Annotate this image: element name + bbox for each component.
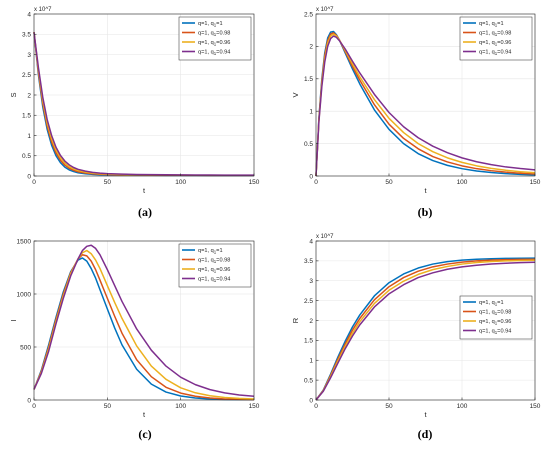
panel-caption: (d) xyxy=(418,427,433,441)
legend-entry-label: q=1, q1=1 xyxy=(198,21,223,28)
legend-box xyxy=(459,16,533,61)
y-axis-label: S xyxy=(9,92,18,97)
y-tick-label: 3 xyxy=(309,278,313,285)
panel-caption: (c) xyxy=(138,427,151,441)
legend-entry-label: q=1, q1=0.94 xyxy=(198,50,230,57)
y-tick-label: 2 xyxy=(27,92,31,99)
axes-frame xyxy=(33,240,255,401)
x-tick-label: 0 xyxy=(32,179,36,186)
y-tick-label: 0.5 xyxy=(304,141,313,148)
y-tick-label: 0 xyxy=(309,397,313,404)
y-axis-label: I xyxy=(9,319,18,321)
x-tick-label: 100 xyxy=(457,179,468,186)
legend-entry-label: q=1, q1=0.96 xyxy=(198,40,230,47)
x-tick-label: 50 xyxy=(385,403,393,410)
x-tick-label: 100 xyxy=(175,179,186,186)
legend: q=1, q1=1 q=1, q1=0.98 q=1, q1=0.96 q=1, q1… xyxy=(178,243,252,288)
x-tick-label: 0 xyxy=(314,179,318,186)
legend-entry-label: q=1, q1=1 xyxy=(198,248,223,255)
legend: q=1, q1=1 q=1, q1=0.98 q=1, q1=0.96 q=1, q1… xyxy=(459,295,533,340)
x-tick-label: 150 xyxy=(530,403,541,410)
legend-entry-label: q=1, q1=0.94 xyxy=(479,329,511,336)
series-line xyxy=(315,35,536,177)
y-tick-label: 500 xyxy=(20,344,31,351)
legend-entry-label: q=1, q1=0.98 xyxy=(479,31,511,38)
x-tick-label: 100 xyxy=(457,403,468,410)
legend: q=1, q1=1 q=1, q1=0.98 q=1, q1=0.96 q=1, q1… xyxy=(178,16,252,61)
series-line xyxy=(33,244,255,398)
legend: q=1, q1=1 q=1, q1=0.98 q=1, q1=0.96 q=1, q1… xyxy=(459,16,533,61)
x-tick-label: 150 xyxy=(249,179,260,186)
legend-entry-label: q=1, q1=1 xyxy=(479,300,504,307)
y-tick-label: 0 xyxy=(27,397,31,404)
y-tick-label: 1 xyxy=(309,358,313,365)
y-axis-label: R xyxy=(291,317,300,323)
legend-entry-label: q=1, q1=0.94 xyxy=(479,50,511,57)
legend-entry-label: q=1, q1=1 xyxy=(479,21,504,28)
x-tick-label: 150 xyxy=(530,179,541,186)
legend-box xyxy=(178,243,252,288)
y-exponent-label: x 10^7 xyxy=(316,234,334,240)
x-axis-label: t xyxy=(424,410,427,419)
y-tick-label: 1000 xyxy=(17,291,32,298)
y-exponent-label: x 10^7 xyxy=(316,7,334,13)
x-tick-label: 150 xyxy=(249,403,260,410)
series-line xyxy=(315,261,536,401)
y-tick-label: 2.5 xyxy=(304,11,313,18)
y-tick-label: 3.5 xyxy=(304,258,313,265)
legend-entry-label: q=1, q1=0.96 xyxy=(198,267,230,274)
chart-panel-a: 0 50 100 150 0 0.5 1 1.5 2 2.5 3 3.5 4x 10^7 t Sq=1, q… xyxy=(9,7,260,219)
axes-frame xyxy=(315,13,536,177)
legend-entry-label: q=1, q1=0.98 xyxy=(198,31,230,38)
y-tick-label: 0.5 xyxy=(22,153,31,160)
y-tick-label: 3.5 xyxy=(22,32,31,39)
y-tick-label: 1.5 xyxy=(304,338,313,345)
series-line xyxy=(315,258,536,401)
legend-box xyxy=(178,16,252,61)
y-tick-label: 1.5 xyxy=(304,76,313,83)
y-tick-label: 1 xyxy=(309,109,313,116)
y-tick-label: 2.5 xyxy=(304,298,313,305)
series-line xyxy=(315,257,536,401)
x-axis-label: t xyxy=(424,186,427,195)
series-line xyxy=(33,32,255,176)
legend-entry-label: q=1, q1=0.98 xyxy=(479,310,511,317)
y-tick-label: 1500 xyxy=(17,238,32,245)
y-tick-label: 3 xyxy=(27,52,31,59)
series-line xyxy=(315,259,536,401)
x-axis-label: t xyxy=(143,186,146,195)
y-tick-label: 2.5 xyxy=(22,72,31,79)
x-axis-label: t xyxy=(143,410,146,419)
x-tick-label: 0 xyxy=(32,403,36,410)
x-tick-label: 50 xyxy=(104,179,112,186)
x-tick-label: 50 xyxy=(385,179,393,186)
legend-entry-label: q=1, q1=0.94 xyxy=(198,277,230,284)
x-tick-label: 100 xyxy=(175,403,186,410)
y-tick-label: 2 xyxy=(309,44,313,51)
legend-entry-label: q=1, q1=0.96 xyxy=(479,319,511,326)
y-tick-label: 0.5 xyxy=(304,377,313,384)
chart-panel-d: 0 50 100 150 0 0.5 1 1.5 2 2.5 3 3.5 4x 10^7 t Rq=1, q… xyxy=(291,234,541,441)
y-tick-label: 1 xyxy=(27,133,31,140)
y-tick-label: 2 xyxy=(309,318,313,325)
y-exponent-label: x 10^7 xyxy=(34,7,52,13)
legend-box xyxy=(459,295,533,340)
y-tick-label: 0 xyxy=(27,173,31,180)
panel-caption: (b) xyxy=(418,205,433,219)
y-tick-label: 4 xyxy=(27,11,31,18)
legend-entry-label: q=1, q1=0.98 xyxy=(198,258,230,265)
panel-caption: (a) xyxy=(138,205,152,219)
y-axis-label: V xyxy=(291,92,300,97)
x-tick-label: 50 xyxy=(104,403,112,410)
x-tick-label: 0 xyxy=(314,403,318,410)
y-tick-label: 1.5 xyxy=(22,113,31,120)
y-tick-label: 4 xyxy=(309,238,313,245)
legend-entry-label: q=1, q1=0.96 xyxy=(479,40,511,47)
y-tick-label: 0 xyxy=(309,173,313,180)
